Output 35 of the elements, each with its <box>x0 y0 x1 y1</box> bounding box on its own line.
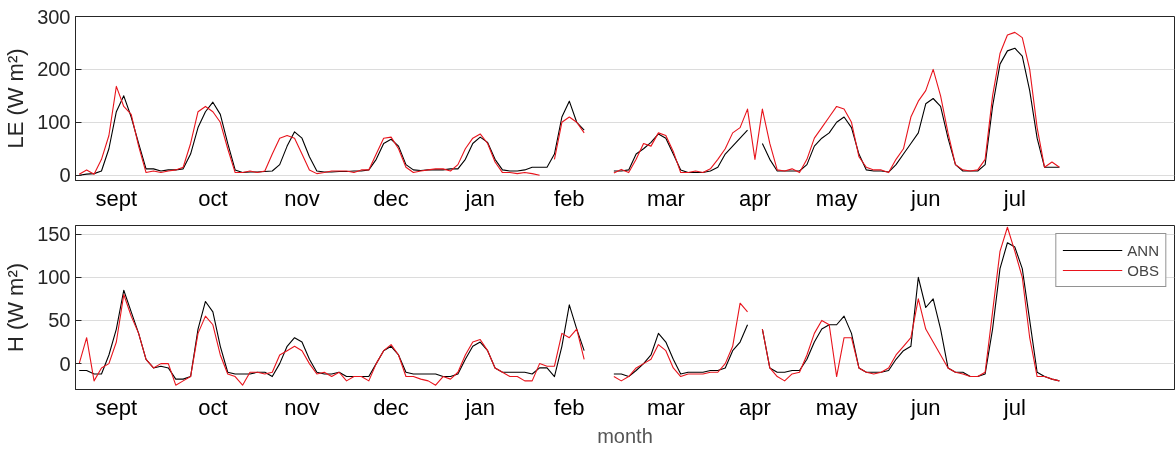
x-tick-label: nov <box>284 394 320 420</box>
x-tick-label: dec <box>373 185 409 211</box>
x-tick-label: may <box>815 394 858 420</box>
x-tick-label: feb <box>554 185 585 211</box>
x-tick-label: sept <box>95 185 138 211</box>
y-tick-label: 150 <box>37 223 71 246</box>
x-tick-label: jul <box>1002 394 1026 420</box>
x-tick-label: sept <box>95 394 138 420</box>
y-axis-title: H (W m²) <box>3 262 29 353</box>
y-tick-label: 0 <box>59 352 71 375</box>
x-tick-label: mar <box>646 394 685 420</box>
x-tick-label: nov <box>284 185 320 211</box>
x-tick-label: jan <box>464 185 495 211</box>
y-tick-label: 50 <box>48 309 71 332</box>
y-tick-label: 100 <box>37 266 71 289</box>
y-axis-title: LE (W m²) <box>3 48 29 149</box>
y-tick-label: 200 <box>37 58 71 81</box>
legend-label: ANN <box>1127 241 1159 259</box>
x-tick-label: jun <box>910 394 941 420</box>
x-tick-label: apr <box>739 394 771 420</box>
x-tick-label: apr <box>739 185 771 211</box>
x-tick-label: dec <box>373 394 409 420</box>
x-axis-title: month <box>597 424 653 447</box>
x-tick-label: mar <box>646 185 685 211</box>
x-tick-label: may <box>815 185 858 211</box>
x-tick-label: jan <box>464 394 495 420</box>
x-tick-label: feb <box>554 394 585 420</box>
x-tick-label: oct <box>198 394 228 420</box>
x-tick-label: jun <box>910 185 941 211</box>
legend-label: OBS <box>1127 261 1159 279</box>
x-tick-label: jul <box>1002 185 1026 211</box>
x-tick-label: oct <box>198 185 228 211</box>
y-tick-label: 0 <box>59 164 71 187</box>
y-tick-label: 300 <box>37 5 71 28</box>
y-tick-label: 100 <box>37 111 71 134</box>
